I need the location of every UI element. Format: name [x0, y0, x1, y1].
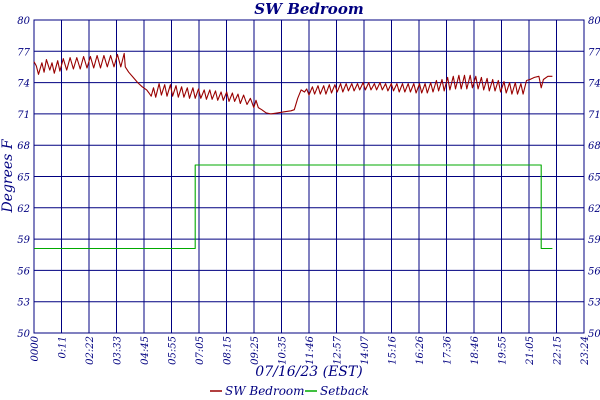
y-tick-right: 56 — [588, 266, 600, 277]
x-tick-label: 03:33 — [113, 336, 124, 365]
gridlines — [34, 20, 584, 333]
y-tick-left: 80 — [17, 16, 30, 27]
y-tick-left: 65 — [17, 173, 30, 184]
y-tick-right: 59 — [588, 235, 600, 246]
x-tick-label: 18:46 — [470, 335, 481, 364]
legend-label-sw-bedroom: SW Bedroom — [225, 384, 305, 398]
y-tick-right: 80 — [588, 16, 600, 27]
y-tick-right: 62 — [588, 204, 600, 215]
x-tick-label: 16:26 — [415, 335, 426, 364]
y-axis-label: Degrees F — [0, 138, 16, 213]
x-tick-label: 09:25 — [250, 336, 261, 365]
y-tick-left: 56 — [17, 266, 30, 277]
y-tick-right: 50 — [588, 329, 600, 340]
y-tick-right: 65 — [588, 173, 600, 184]
legend-label-setback: Setback — [320, 384, 369, 398]
x-tick-label: 05:55 — [168, 336, 179, 365]
series-lines — [33, 52, 553, 250]
x-tick-label: 02:22 — [85, 336, 96, 365]
x-tick-label: 23:24 — [580, 336, 591, 366]
x-axis-label: 07/16/23 (EST) — [255, 364, 362, 380]
y-tick-left: 77 — [17, 47, 30, 58]
x-tick-label: 07:05 — [195, 336, 206, 365]
y-ticks-right: 50 53 56 59 62 65 68 71 74 77 80 — [588, 16, 600, 340]
x-tick-label: 08:15 — [223, 336, 234, 365]
x-tick-label: 22:15 — [553, 336, 564, 366]
x-tick-label: 12:57 — [333, 335, 344, 364]
y-tick-left: 53 — [17, 298, 30, 309]
series-line-sw-bedroom — [33, 52, 553, 115]
x-tick-label: 0000 — [30, 335, 41, 361]
y-tick-right: 74 — [588, 79, 600, 90]
x-tick-label: 17:36 — [443, 335, 454, 364]
x-tick-label: 04:45 — [140, 336, 151, 365]
y-tick-right: 68 — [588, 141, 600, 152]
x-tick-label: 15:16 — [388, 335, 399, 364]
x-tick-label: 14:07 — [360, 335, 371, 364]
y-tick-left: 50 — [17, 329, 30, 340]
y-tick-left: 68 — [17, 141, 30, 152]
series-line-setback — [34, 164, 553, 250]
x-tick-label: 10:35 — [278, 336, 289, 365]
y-tick-right: 77 — [588, 47, 600, 58]
legend: SW Bedroom Setback — [210, 384, 369, 398]
x-tick-label: 19:55 — [498, 336, 509, 365]
y-tick-right: 71 — [588, 110, 600, 121]
y-tick-left: 62 — [17, 204, 30, 215]
y-tick-left: 59 — [17, 235, 30, 246]
y-tick-left: 71 — [17, 110, 30, 121]
y-tick-left: 74 — [17, 79, 30, 90]
x-ticks: 0000 0:11 02:22 03:33 04:45 05:55 07:05 08:15 09… — [30, 335, 591, 365]
x-tick-label: 21:05 — [525, 336, 536, 366]
x-tick-label: 0:11 — [58, 336, 69, 358]
y-tick-right: 53 — [588, 298, 600, 309]
chart-title: SW Bedroom — [254, 0, 363, 18]
y-ticks-left: 50 53 56 59 62 65 68 71 74 77 80 — [17, 16, 30, 340]
x-tick-label: 11:46 — [305, 335, 316, 364]
